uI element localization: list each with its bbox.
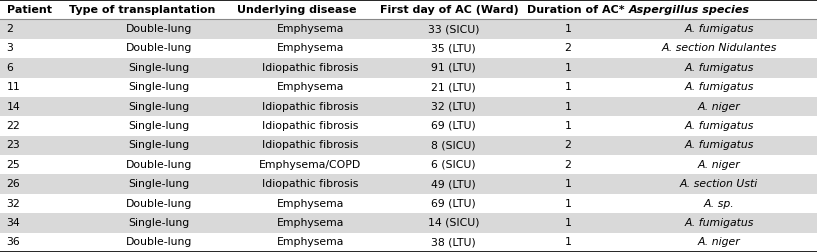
Text: 33 (SICU): 33 (SICU) bbox=[427, 24, 480, 34]
Bar bbox=[0, 174, 817, 194]
Bar bbox=[0, 194, 817, 213]
Bar bbox=[0, 19, 817, 39]
Text: Single-lung: Single-lung bbox=[129, 102, 190, 112]
Text: Single-lung: Single-lung bbox=[129, 218, 190, 228]
Text: A. section Usti: A. section Usti bbox=[680, 179, 758, 189]
Text: 32: 32 bbox=[7, 199, 20, 209]
Text: A. niger: A. niger bbox=[698, 160, 740, 170]
Text: 6: 6 bbox=[7, 63, 13, 73]
Text: 1: 1 bbox=[565, 237, 571, 247]
Text: 49 (LTU): 49 (LTU) bbox=[431, 179, 475, 189]
Text: 21 (LTU): 21 (LTU) bbox=[431, 82, 475, 92]
Text: First day of AC (Ward): First day of AC (Ward) bbox=[380, 5, 519, 15]
Text: Emphysema/COPD: Emphysema/COPD bbox=[259, 160, 362, 170]
Text: 91 (LTU): 91 (LTU) bbox=[431, 63, 475, 73]
Text: Emphysema: Emphysema bbox=[277, 199, 344, 209]
Text: Idiopathic fibrosis: Idiopathic fibrosis bbox=[262, 121, 359, 131]
Text: Emphysema: Emphysema bbox=[277, 24, 344, 34]
Text: A. section Nidulantes: A. section Nidulantes bbox=[661, 43, 777, 53]
Text: Single-lung: Single-lung bbox=[129, 179, 190, 189]
Text: Single-lung: Single-lung bbox=[129, 121, 190, 131]
Text: Double-lung: Double-lung bbox=[126, 24, 193, 34]
Text: Underlying disease: Underlying disease bbox=[237, 5, 356, 15]
Text: 69 (LTU): 69 (LTU) bbox=[431, 121, 475, 131]
Text: Idiopathic fibrosis: Idiopathic fibrosis bbox=[262, 140, 359, 150]
Bar bbox=[0, 39, 817, 58]
Text: 14: 14 bbox=[7, 102, 20, 112]
Text: 1: 1 bbox=[565, 218, 571, 228]
Bar bbox=[0, 78, 817, 97]
Text: 11: 11 bbox=[7, 82, 20, 92]
Text: 1: 1 bbox=[565, 121, 571, 131]
Text: Emphysema: Emphysema bbox=[277, 237, 344, 247]
Text: A. fumigatus: A. fumigatus bbox=[685, 82, 753, 92]
Text: 1: 1 bbox=[565, 199, 571, 209]
Text: 2: 2 bbox=[565, 140, 571, 150]
Text: 2: 2 bbox=[565, 43, 571, 53]
Bar bbox=[0, 0, 817, 19]
Text: 23: 23 bbox=[7, 140, 20, 150]
Text: 8 (SICU): 8 (SICU) bbox=[431, 140, 475, 150]
Bar bbox=[0, 116, 817, 136]
Text: Double-lung: Double-lung bbox=[126, 237, 193, 247]
Text: Emphysema: Emphysema bbox=[277, 82, 344, 92]
Text: 3: 3 bbox=[7, 43, 13, 53]
Text: Idiopathic fibrosis: Idiopathic fibrosis bbox=[262, 102, 359, 112]
Text: Double-lung: Double-lung bbox=[126, 199, 193, 209]
Text: A. niger: A. niger bbox=[698, 102, 740, 112]
Text: Double-lung: Double-lung bbox=[126, 43, 193, 53]
Text: 1: 1 bbox=[565, 82, 571, 92]
Bar bbox=[0, 155, 817, 174]
Text: Type of transplantation: Type of transplantation bbox=[69, 5, 216, 15]
Text: 69 (LTU): 69 (LTU) bbox=[431, 199, 475, 209]
Text: Duration of AC*: Duration of AC* bbox=[527, 5, 624, 15]
Text: 38 (LTU): 38 (LTU) bbox=[431, 237, 475, 247]
Text: Double-lung: Double-lung bbox=[126, 160, 193, 170]
Text: A. fumigatus: A. fumigatus bbox=[685, 24, 753, 34]
Text: Aspergillus species: Aspergillus species bbox=[629, 5, 750, 15]
Bar bbox=[0, 0, 817, 19]
Text: 1: 1 bbox=[565, 24, 571, 34]
Text: 1: 1 bbox=[565, 179, 571, 189]
Text: 14 (SICU): 14 (SICU) bbox=[427, 218, 480, 228]
Text: 1: 1 bbox=[565, 63, 571, 73]
Text: 2: 2 bbox=[565, 160, 571, 170]
Bar bbox=[0, 58, 817, 78]
Text: 1: 1 bbox=[565, 102, 571, 112]
Bar bbox=[0, 213, 817, 233]
Text: 6 (SICU): 6 (SICU) bbox=[431, 160, 475, 170]
Text: Emphysema: Emphysema bbox=[277, 218, 344, 228]
Text: A. fumigatus: A. fumigatus bbox=[685, 218, 753, 228]
Text: Idiopathic fibrosis: Idiopathic fibrosis bbox=[262, 63, 359, 73]
Text: A. fumigatus: A. fumigatus bbox=[685, 121, 753, 131]
Text: A. sp.: A. sp. bbox=[703, 199, 734, 209]
Text: Idiopathic fibrosis: Idiopathic fibrosis bbox=[262, 179, 359, 189]
Text: 22: 22 bbox=[7, 121, 20, 131]
Text: Patient: Patient bbox=[7, 5, 51, 15]
Text: 34: 34 bbox=[7, 218, 20, 228]
Text: 2: 2 bbox=[7, 24, 13, 34]
Text: A. niger: A. niger bbox=[698, 237, 740, 247]
Text: Single-lung: Single-lung bbox=[129, 82, 190, 92]
Text: 36: 36 bbox=[7, 237, 20, 247]
Text: A. fumigatus: A. fumigatus bbox=[685, 140, 753, 150]
Text: 32 (LTU): 32 (LTU) bbox=[431, 102, 475, 112]
Text: A. fumigatus: A. fumigatus bbox=[685, 63, 753, 73]
Text: 26: 26 bbox=[7, 179, 20, 189]
Text: 35 (LTU): 35 (LTU) bbox=[431, 43, 475, 53]
Text: Single-lung: Single-lung bbox=[129, 63, 190, 73]
Text: 25: 25 bbox=[7, 160, 20, 170]
Bar bbox=[0, 97, 817, 116]
Text: Single-lung: Single-lung bbox=[129, 140, 190, 150]
Text: Emphysema: Emphysema bbox=[277, 43, 344, 53]
Bar bbox=[0, 136, 817, 155]
